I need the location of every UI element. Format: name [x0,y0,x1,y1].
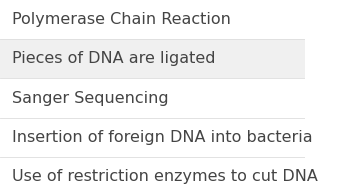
Text: Polymerase Chain Reaction: Polymerase Chain Reaction [12,12,230,27]
FancyBboxPatch shape [0,39,305,78]
Text: Insertion of foreign DNA into bacteria: Insertion of foreign DNA into bacteria [12,130,312,145]
Text: Use of restriction enzymes to cut DNA: Use of restriction enzymes to cut DNA [12,169,317,184]
Text: Sanger Sequencing: Sanger Sequencing [12,91,168,105]
Text: Pieces of DNA are ligated: Pieces of DNA are ligated [12,51,215,66]
